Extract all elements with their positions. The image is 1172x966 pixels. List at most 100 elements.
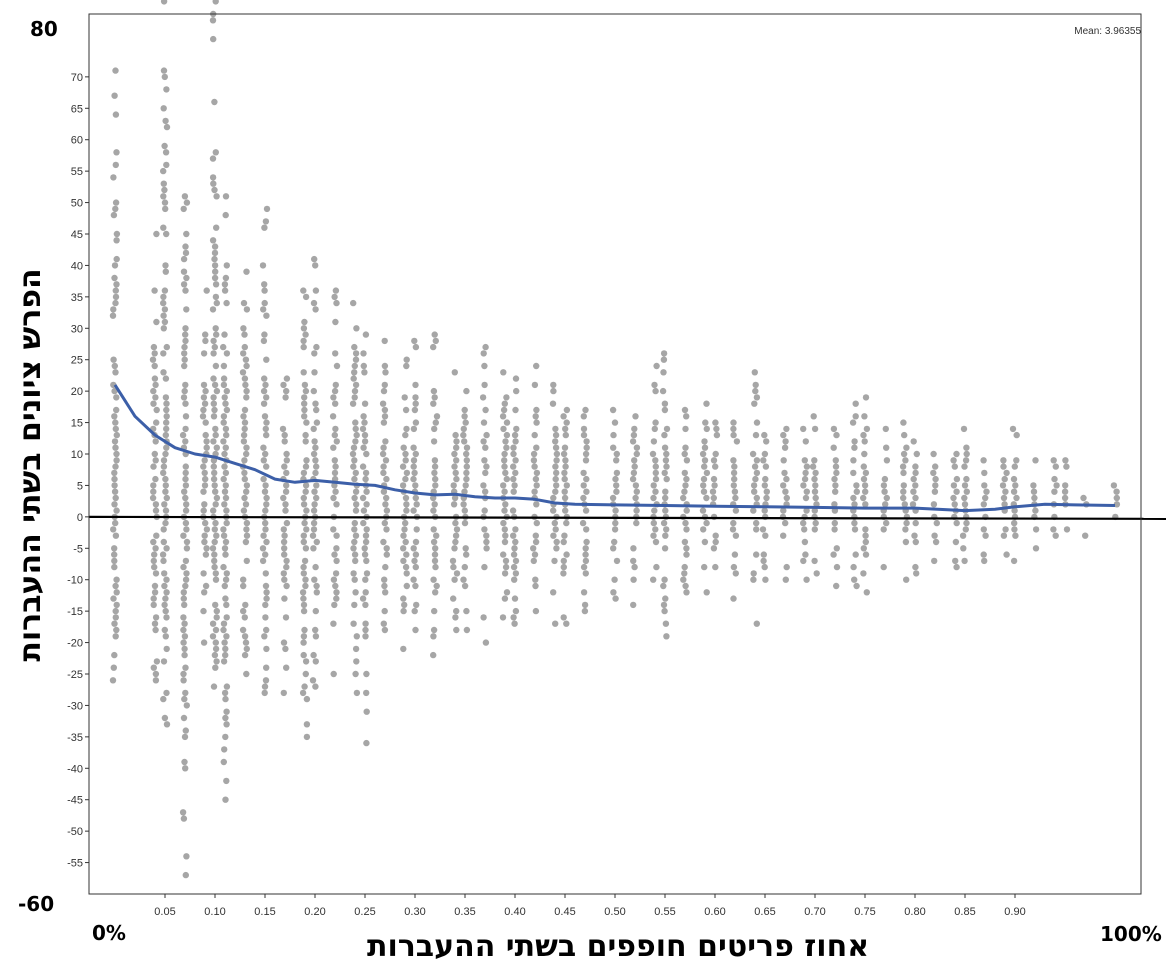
data-point xyxy=(221,689,229,697)
data-point xyxy=(499,413,507,420)
data-point xyxy=(263,463,270,470)
data-point xyxy=(180,670,187,678)
data-point xyxy=(762,576,769,583)
data-point xyxy=(661,469,668,477)
data-point xyxy=(212,281,220,288)
data-point xyxy=(552,488,559,495)
data-point xyxy=(152,670,160,678)
data-point xyxy=(412,482,419,489)
data-point xyxy=(861,450,868,458)
data-point xyxy=(633,519,640,527)
data-point xyxy=(463,457,470,464)
data-point xyxy=(830,444,837,451)
data-point xyxy=(652,463,659,470)
data-point xyxy=(160,180,167,187)
data-point xyxy=(212,0,219,5)
data-point xyxy=(243,488,250,495)
data-point xyxy=(112,582,119,590)
data-point xyxy=(582,457,590,464)
data-point xyxy=(152,394,159,401)
data-point xyxy=(182,664,189,671)
data-point xyxy=(299,689,307,697)
data-point xyxy=(259,262,267,269)
data-point xyxy=(181,645,188,653)
data-point xyxy=(560,557,567,565)
data-point xyxy=(263,312,270,319)
data-point xyxy=(730,482,737,489)
data-point xyxy=(503,394,510,401)
data-point xyxy=(260,475,267,483)
data-point xyxy=(710,494,717,502)
data-point xyxy=(211,406,218,414)
data-point xyxy=(953,519,960,527)
data-point xyxy=(300,369,307,376)
data-point xyxy=(383,526,390,533)
data-point xyxy=(213,387,221,395)
data-point xyxy=(181,651,188,659)
data-point xyxy=(781,444,789,451)
data-point xyxy=(359,425,367,433)
data-point xyxy=(410,576,417,583)
data-point xyxy=(240,325,247,332)
data-point xyxy=(331,469,339,477)
data-point xyxy=(201,589,208,596)
data-point xyxy=(729,526,737,533)
data-point xyxy=(612,507,619,514)
data-point xyxy=(333,595,340,602)
data-point xyxy=(359,463,367,470)
data-point xyxy=(310,450,318,458)
data-point xyxy=(531,381,539,389)
data-point xyxy=(113,589,120,596)
data-point xyxy=(953,563,960,571)
data-point xyxy=(350,570,357,577)
data-point xyxy=(380,469,387,477)
data-point xyxy=(181,758,188,766)
data-point xyxy=(351,601,358,609)
data-point xyxy=(431,394,438,401)
data-point xyxy=(609,406,617,414)
data-point xyxy=(211,249,219,257)
data-point xyxy=(111,651,118,659)
y-tick-label: 0 xyxy=(77,512,83,524)
data-point xyxy=(153,406,160,414)
data-point xyxy=(162,431,169,439)
data-point xyxy=(700,475,708,483)
data-point xyxy=(260,457,267,464)
data-point xyxy=(632,494,639,502)
data-point xyxy=(903,519,910,527)
data-point xyxy=(112,299,119,307)
data-point xyxy=(160,457,168,464)
data-point xyxy=(682,425,689,433)
data-point xyxy=(862,394,870,401)
data-point xyxy=(160,312,167,319)
data-point xyxy=(631,463,638,470)
data-point xyxy=(263,664,270,671)
data-point xyxy=(160,325,167,332)
data-point xyxy=(503,475,510,483)
data-point xyxy=(461,582,469,590)
data-point xyxy=(209,174,217,181)
data-point xyxy=(563,406,571,414)
data-point xyxy=(802,551,809,558)
data-point xyxy=(241,469,248,477)
data-point xyxy=(680,494,687,502)
data-point xyxy=(580,589,588,596)
data-point xyxy=(183,526,190,533)
data-point xyxy=(300,633,308,640)
y-tick-label: -55 xyxy=(67,858,83,870)
data-point xyxy=(480,438,487,445)
data-point xyxy=(432,475,439,483)
data-point xyxy=(650,576,657,583)
data-point xyxy=(430,626,438,634)
data-point xyxy=(112,519,119,527)
data-point xyxy=(212,268,219,275)
data-point xyxy=(212,576,220,583)
data-point xyxy=(180,532,187,539)
data-point xyxy=(363,501,370,508)
data-point xyxy=(661,576,668,583)
data-point xyxy=(560,570,567,577)
data-point xyxy=(301,557,309,565)
data-point xyxy=(752,475,759,483)
data-point xyxy=(111,262,119,269)
data-point xyxy=(763,494,770,502)
